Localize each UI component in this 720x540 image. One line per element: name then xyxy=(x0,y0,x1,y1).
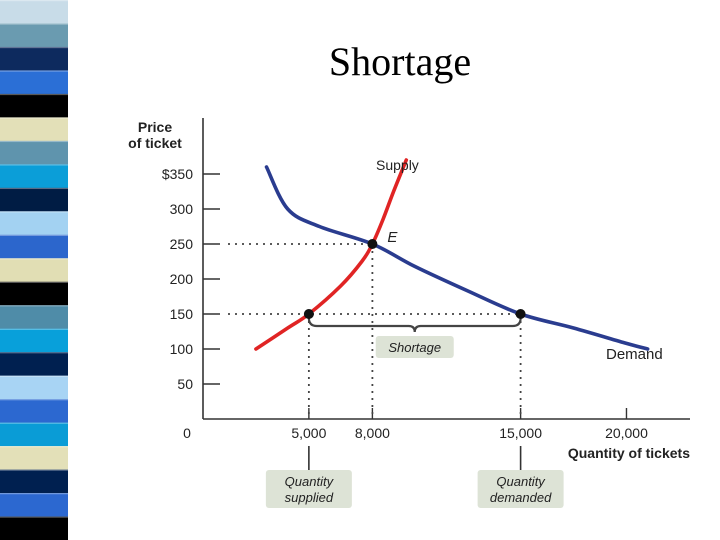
data-point xyxy=(303,309,314,319)
quantity-demanded-label-line2: demanded xyxy=(490,490,552,505)
stripe-segment xyxy=(0,328,68,353)
shortage-label: Shortage xyxy=(388,340,441,355)
stripe-divider xyxy=(0,352,68,354)
supply-curve xyxy=(254,158,409,351)
stripe-divider xyxy=(0,281,68,283)
x-tick-label: 8,000 xyxy=(355,425,390,441)
x-tick-label: 5,000 xyxy=(291,425,326,441)
y-tick-label: 50 xyxy=(177,376,193,392)
stripe-divider xyxy=(0,46,68,49)
stripe-divider xyxy=(0,187,68,190)
equilibrium-label: E xyxy=(387,229,398,246)
stripe-divider xyxy=(0,305,68,307)
stripe-divider xyxy=(0,399,68,401)
stripe-segment xyxy=(0,399,68,424)
demand-curve xyxy=(264,165,650,351)
stripe-segment xyxy=(0,352,68,377)
y-axis-label: of ticket xyxy=(128,135,182,151)
stripe-segment xyxy=(0,516,68,540)
stripe-divider xyxy=(0,493,68,495)
stripe-divider xyxy=(0,164,68,166)
stripe-segment xyxy=(0,187,68,212)
x-axis-label: Quantity of tickets xyxy=(568,445,690,461)
quantity-supplied-label-line2: supplied xyxy=(285,490,334,505)
stripe-divider xyxy=(0,70,68,72)
stripe-segment xyxy=(0,23,68,48)
x-tick-label: 20,000 xyxy=(605,425,648,441)
stripe-divider xyxy=(0,258,68,260)
stripe-divider xyxy=(0,211,68,213)
stripe-divider xyxy=(0,375,68,377)
stripe-segment xyxy=(0,493,68,518)
stripe-segment xyxy=(0,0,68,24)
supply-label: Supply xyxy=(376,157,419,173)
stripe-segment xyxy=(0,446,68,471)
stripe-divider xyxy=(0,422,68,424)
stripe-divider xyxy=(0,23,68,25)
demand-label: Demand xyxy=(606,346,663,363)
stripe-divider xyxy=(0,0,68,2)
stripe-segment xyxy=(0,70,68,95)
decorative-stripe xyxy=(0,0,68,540)
stripe-divider xyxy=(0,328,68,330)
y-tick-label: 200 xyxy=(170,271,194,287)
quantity-demanded-box xyxy=(477,470,564,508)
shortage-brace xyxy=(307,317,522,333)
y-tick-label: 300 xyxy=(170,201,194,217)
y-tick-label: 100 xyxy=(170,341,194,357)
stripe-segment xyxy=(0,117,68,142)
quantity-demanded-label-line1: Quantity xyxy=(496,474,546,489)
stripe-divider xyxy=(0,117,68,119)
data-point xyxy=(367,239,378,249)
stripe-segment xyxy=(0,211,68,236)
stripe-segment xyxy=(0,258,68,283)
y-axis-label: Price xyxy=(138,119,172,135)
origin-label: 0 xyxy=(183,425,191,441)
y-tick-label: 250 xyxy=(170,236,194,252)
quantity-supplied-box xyxy=(265,470,352,508)
data-point xyxy=(515,309,526,319)
y-tick-label: 150 xyxy=(170,306,194,322)
stripe-segment xyxy=(0,305,68,330)
stripe-segment xyxy=(0,469,68,494)
quantity-supplied-label-line1: Quantity xyxy=(285,474,335,489)
stripe-segment xyxy=(0,164,68,189)
stripe-divider xyxy=(0,140,68,143)
stripe-segment xyxy=(0,234,68,259)
y-tick-label: $350 xyxy=(162,166,193,182)
stripe-segment xyxy=(0,422,68,447)
stripe-divider xyxy=(0,93,68,96)
stripe-segment xyxy=(0,140,68,165)
shortage-label-box xyxy=(375,336,454,358)
x-tick-label: 15,000 xyxy=(499,425,542,441)
slide-title: Shortage xyxy=(328,39,472,84)
stripe-segment xyxy=(0,93,68,118)
stripe-segment xyxy=(0,281,68,306)
stripe-divider xyxy=(0,516,68,518)
stripe-segment xyxy=(0,46,68,71)
stripe-segment xyxy=(0,375,68,400)
stripe-divider xyxy=(0,446,68,448)
stripe-divider xyxy=(0,469,68,471)
stripe-divider xyxy=(0,234,68,236)
